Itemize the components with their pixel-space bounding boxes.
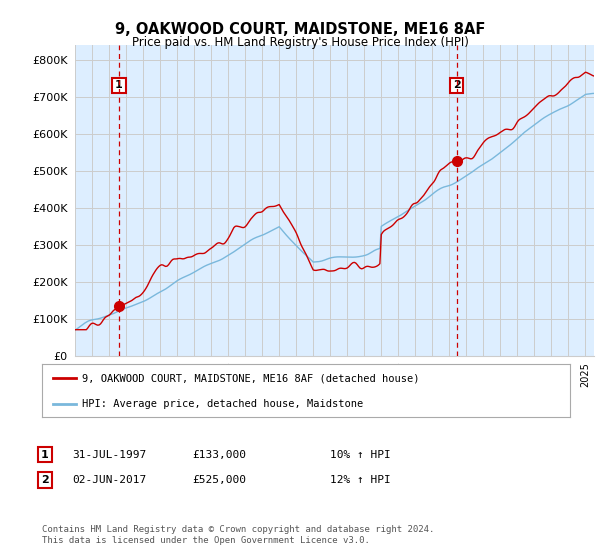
Text: 9, OAKWOOD COURT, MAIDSTONE, ME16 8AF: 9, OAKWOOD COURT, MAIDSTONE, ME16 8AF	[115, 22, 485, 38]
Text: £525,000: £525,000	[192, 475, 246, 485]
Text: HPI: Average price, detached house, Maidstone: HPI: Average price, detached house, Maid…	[82, 399, 363, 409]
Text: 12% ↑ HPI: 12% ↑ HPI	[330, 475, 391, 485]
Text: Contains HM Land Registry data © Crown copyright and database right 2024.
This d: Contains HM Land Registry data © Crown c…	[42, 525, 434, 545]
Text: 10% ↑ HPI: 10% ↑ HPI	[330, 450, 391, 460]
Text: 1: 1	[115, 81, 123, 91]
Text: 2: 2	[452, 81, 460, 91]
Text: 02-JUN-2017: 02-JUN-2017	[72, 475, 146, 485]
Text: £133,000: £133,000	[192, 450, 246, 460]
Text: 2: 2	[41, 475, 49, 485]
Text: Price paid vs. HM Land Registry's House Price Index (HPI): Price paid vs. HM Land Registry's House …	[131, 36, 469, 49]
Text: 9, OAKWOOD COURT, MAIDSTONE, ME16 8AF (detached house): 9, OAKWOOD COURT, MAIDSTONE, ME16 8AF (d…	[82, 374, 419, 384]
Text: 31-JUL-1997: 31-JUL-1997	[72, 450, 146, 460]
Text: 1: 1	[41, 450, 49, 460]
